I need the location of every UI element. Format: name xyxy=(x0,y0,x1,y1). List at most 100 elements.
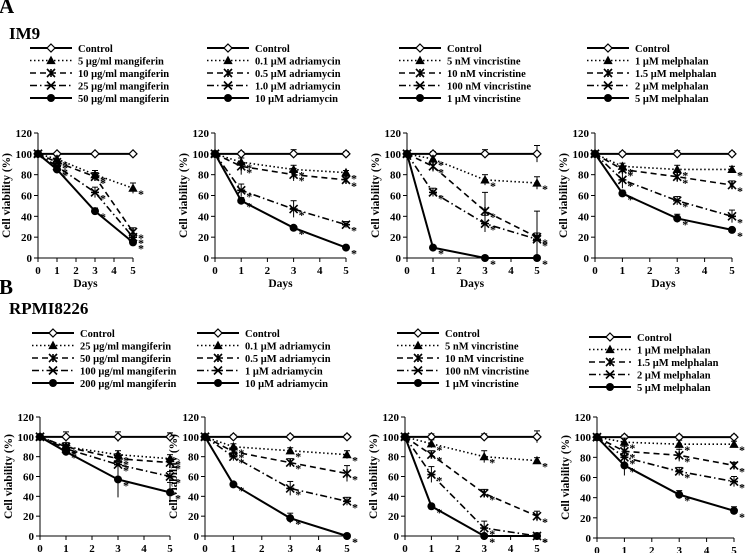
legend-entry: 5 μM melphalan xyxy=(637,383,711,394)
significance-mark: * xyxy=(627,165,633,179)
significance-mark: * xyxy=(138,236,144,250)
legend-marker xyxy=(223,43,233,53)
series-line xyxy=(39,436,171,464)
legend-entry: Control xyxy=(245,329,280,340)
legend-marker xyxy=(416,94,424,102)
x-tick-label: 5 xyxy=(534,543,540,553)
y-tick-label: 20 xyxy=(388,511,400,523)
significance-mark: * xyxy=(138,231,144,245)
legend-entry: 100 μg/ml mangiferin xyxy=(80,367,177,378)
legend-entry: 0.5 μM adriamycin xyxy=(245,354,331,365)
x-tick-label: 2 xyxy=(647,265,653,277)
data-point xyxy=(728,225,736,234)
data-point xyxy=(229,480,238,489)
series-line xyxy=(594,153,733,218)
legend-marker xyxy=(604,94,612,102)
legend-entry: 10 μg/ml mangiferin xyxy=(78,69,169,80)
y-tick-label: 40 xyxy=(578,211,590,223)
significance-mark: * xyxy=(299,168,305,182)
significance-mark: * xyxy=(351,247,357,261)
x-tick-label: 3 xyxy=(676,545,682,553)
data-point xyxy=(479,431,490,442)
series-line xyxy=(406,153,538,184)
significance-mark: * xyxy=(489,492,495,506)
legend-entry: 5 nM vincristine xyxy=(445,342,519,353)
data-point xyxy=(532,234,542,244)
series-4 xyxy=(402,149,542,246)
data-point xyxy=(342,243,350,252)
significance-mark: * xyxy=(295,462,301,476)
significance-mark: * xyxy=(246,161,252,175)
legend-entry: Control xyxy=(637,333,672,344)
significance-mark: * xyxy=(682,200,688,214)
y-tick-label: 20 xyxy=(390,232,402,244)
significance-mark: * xyxy=(175,462,181,476)
x-tick-label: 2 xyxy=(259,543,265,553)
legend-marker xyxy=(214,379,222,387)
x-tick-label: 2 xyxy=(649,545,655,553)
legend-entry: 5 nM vincristine xyxy=(447,57,521,68)
legend-marker xyxy=(213,365,223,376)
data-point xyxy=(165,458,175,468)
y-tick-label: 20 xyxy=(578,232,590,244)
data-point xyxy=(113,431,123,442)
significance-mark: * xyxy=(737,168,743,182)
y-tick-label: 80 xyxy=(23,452,35,464)
data-point xyxy=(285,431,296,442)
x-tick-label: 0 xyxy=(202,543,208,553)
y-tick-label: 20 xyxy=(23,511,35,523)
legend-marker xyxy=(605,369,615,380)
y-tick-label: 100 xyxy=(183,432,200,444)
series-3 xyxy=(210,149,351,185)
y-tick-label: 120 xyxy=(193,128,210,140)
significance-mark: * xyxy=(295,517,301,531)
significance-mark: * xyxy=(123,458,129,472)
legend-entry: 100 nM vincristine xyxy=(445,367,529,378)
y-tick-label: 40 xyxy=(388,491,400,503)
series-3 xyxy=(35,432,175,468)
data-point xyxy=(342,449,352,459)
legend-entry: 10 nM vincristine xyxy=(447,69,526,80)
data-point xyxy=(236,185,246,195)
data-point xyxy=(90,172,100,182)
legend-marker xyxy=(48,340,58,350)
series-line xyxy=(594,153,733,186)
legend-entry: Control xyxy=(447,44,482,55)
legend-marker xyxy=(213,340,223,350)
legend-entry: Control xyxy=(445,329,480,340)
series-3 xyxy=(200,432,352,482)
data-point xyxy=(129,238,137,247)
series-1 xyxy=(33,148,138,159)
data-point xyxy=(727,211,737,221)
legend-entry: 1.5 μM melphalan xyxy=(637,358,719,369)
significance-mark: * xyxy=(238,483,244,497)
series-3 xyxy=(590,149,737,190)
significance-mark: * xyxy=(627,179,633,193)
legend-marker xyxy=(413,353,423,363)
x-tick-label: 4 xyxy=(141,543,147,553)
significance-mark: * xyxy=(71,446,77,460)
series-5 xyxy=(403,149,541,262)
x-tick-label: 1 xyxy=(620,265,626,277)
data-point xyxy=(672,196,682,206)
series-5 xyxy=(591,149,736,234)
x-tick-label: 4 xyxy=(704,545,710,553)
series-5 xyxy=(211,149,350,252)
legend-entry: 1 μM melphalan xyxy=(635,57,709,68)
significance-mark: * xyxy=(542,236,548,250)
x-tick-label: 0 xyxy=(37,543,43,553)
series-line xyxy=(404,436,538,517)
y-tick-label: 100 xyxy=(573,149,590,161)
data-point xyxy=(674,439,684,448)
significance-mark: * xyxy=(542,460,548,474)
x-tick-label: 5 xyxy=(731,545,737,553)
x-tick-label: 2 xyxy=(265,265,271,277)
legend-entry: 5 μg/ml mangiferin xyxy=(78,57,164,68)
